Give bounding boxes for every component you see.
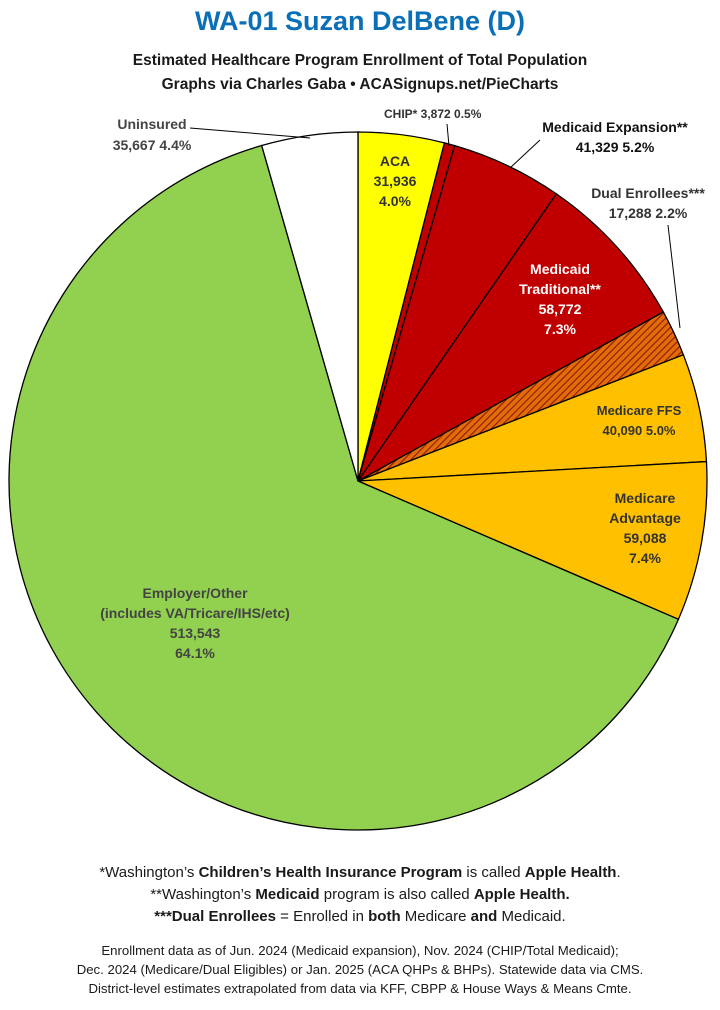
source-line-2: Dec. 2024 (Medicare/Dual Eligibles) or J… xyxy=(76,962,644,977)
chart-credit: Graphs via Charles Gaba • ACASignups.net… xyxy=(161,76,559,93)
label-medicare-advantage: Medicare Advantage 59,088 7.4% xyxy=(609,490,681,566)
note-text: Medicare xyxy=(400,908,471,925)
slice-medicare-advantage xyxy=(357,460,708,621)
pie-slices xyxy=(8,131,708,831)
label-medicare-ffs: Medicare FFS 40,090 5.0% xyxy=(597,403,682,438)
note-text: *Washington’s xyxy=(99,864,199,881)
source-line-3: District-level estimates extrapolated fr… xyxy=(88,981,632,996)
label-aca: ACA 31,936 4.0% xyxy=(374,153,417,209)
slice-employer-other-includes-va-tricare-ihs-etc xyxy=(8,144,680,831)
footnote-medicaid: **Washington’s Medicaid program is also … xyxy=(0,886,720,903)
note-text: is called xyxy=(462,864,525,881)
leader-lines xyxy=(189,123,681,329)
source-line-1: Enrollment data as of Jun. 2024 (Medicai… xyxy=(101,943,619,958)
note-bold: Medicaid xyxy=(255,886,320,903)
note-bold: Apple Health. xyxy=(473,886,570,903)
slice-medicaid-traditional xyxy=(357,192,665,482)
label-dual-enrollees: Dual Enrollees*** 17,288 2.2% xyxy=(591,185,705,221)
note-text: = Enrolled in xyxy=(276,908,369,925)
note-bold: Children’s Health Insurance Program xyxy=(198,864,463,881)
note-text: program is also called xyxy=(319,886,474,903)
chart-title: WA-01 Suzan DelBene (D) xyxy=(194,6,526,36)
slice-labels: ACA 31,936 4.0% CHIP* 3,872 0.5% Medicaid Ex… xyxy=(100,107,705,661)
label-medicaid-traditional: Medicaid Traditional** 58,772 7.3% xyxy=(519,261,601,337)
label-employer-other: Employer/Other (includes VA/Tricare/IHS/e… xyxy=(100,585,290,661)
leader-uninsured xyxy=(189,127,311,139)
footnote-dual: ***Dual Enrollees = Enrolled in both Med… xyxy=(0,908,720,925)
leader-dual-enrollees xyxy=(667,224,681,329)
note-bold: both xyxy=(368,908,401,925)
leader-medicaid-expansion xyxy=(509,139,541,169)
note-bold: and xyxy=(470,908,498,925)
footnote-chip: *Washington’s Children’s Health Insuranc… xyxy=(0,864,720,881)
note-text: **Washington’s xyxy=(150,886,256,903)
chart-subtitle: Estimated Healthcare Program Enrollment … xyxy=(132,52,588,69)
note-bold: ***Dual Enrollees xyxy=(154,908,276,925)
label-medicaid-expansion: Medicaid Expansion** 41,329 5.2% xyxy=(542,119,688,155)
note-text: Medicaid. xyxy=(497,908,566,925)
leader-chip xyxy=(446,123,450,147)
slice-uninsured xyxy=(260,131,359,482)
note-bold: Apple Health xyxy=(524,864,617,881)
note-text: . xyxy=(616,864,621,881)
label-uninsured: Uninsured 35,667 4.4% xyxy=(113,116,192,153)
label-chip: CHIP* 3,872 0.5% xyxy=(384,107,482,121)
